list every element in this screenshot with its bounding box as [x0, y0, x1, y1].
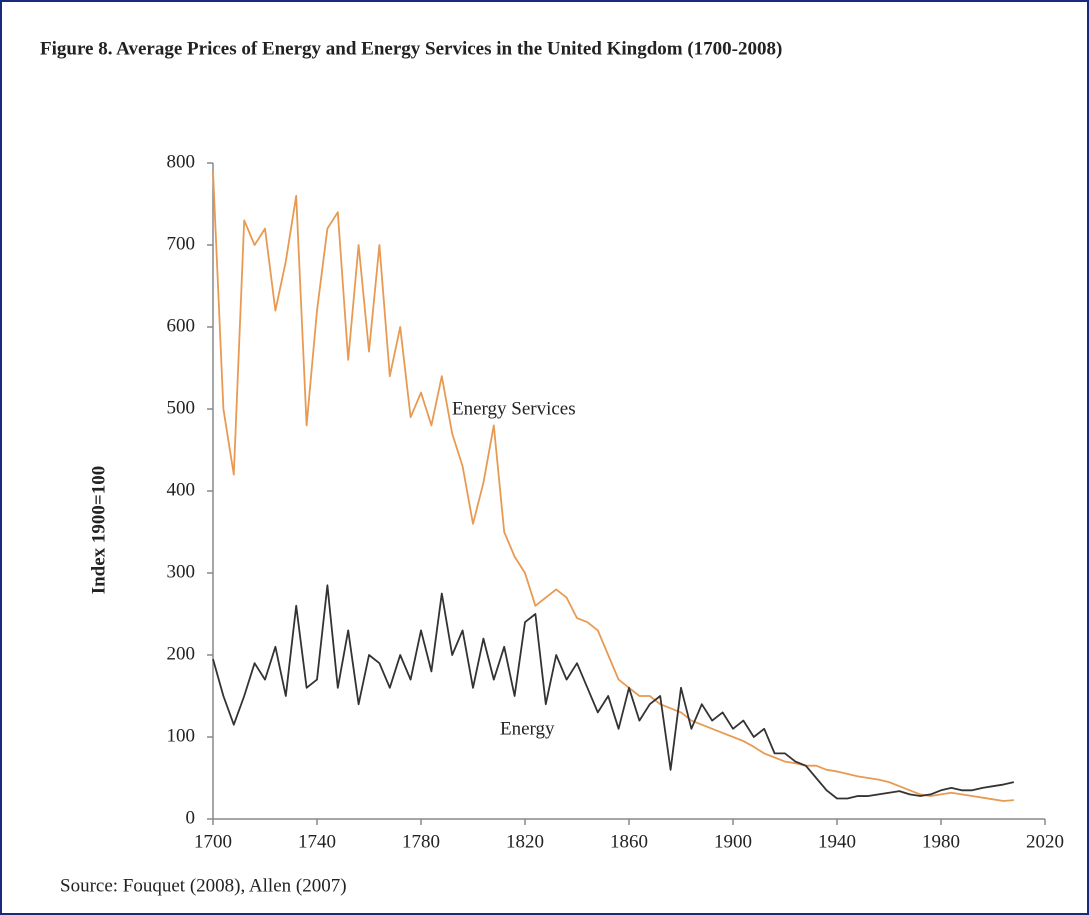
x-tick-label: 1700	[194, 831, 232, 852]
y-tick-label: 700	[167, 233, 196, 254]
series-line	[212, 171, 1014, 802]
x-tick-label: 1820	[506, 831, 544, 852]
x-tick-label: 1940	[818, 831, 856, 852]
y-tick-label: 100	[167, 725, 196, 746]
y-tick-label: 200	[167, 643, 196, 664]
x-tick-label: 1780	[402, 831, 440, 852]
source: Source: Fouquet (2008), Allen (2007)	[60, 875, 347, 896]
series-line	[212, 584, 1015, 800]
x-tick-label: 1740	[298, 831, 336, 852]
y-tick-label: 500	[167, 397, 196, 418]
y-tick-label: 0	[186, 807, 196, 828]
series-label: Energy Services	[452, 398, 576, 419]
chart-title: Figure 8. Average Prices of Energy and E…	[40, 38, 782, 59]
x-tick-label: 2020	[1026, 831, 1064, 852]
y-tick-label: 800	[167, 151, 196, 172]
y-tick-label: 600	[167, 315, 196, 336]
series-label: Energy	[500, 718, 555, 739]
y-tick-label: 400	[167, 479, 196, 500]
x-tick-label: 1900	[714, 831, 752, 852]
x-tick-label: 1860	[610, 831, 648, 852]
y-axis-label: Index 1900=100	[88, 466, 109, 595]
y-tick-label: 300	[167, 561, 196, 582]
x-tick-label: 1980	[922, 831, 960, 852]
